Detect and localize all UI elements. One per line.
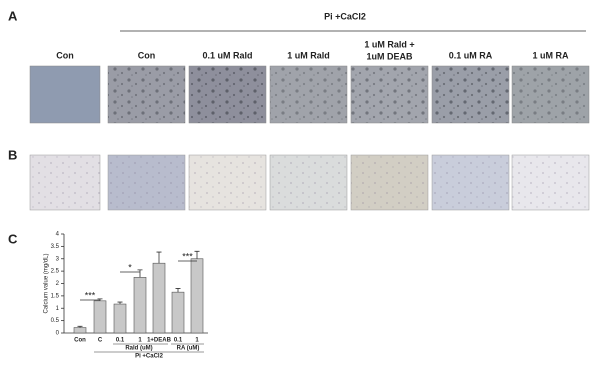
bar — [133, 277, 147, 334]
bar-chart: 0 0.5 1 1.5 2 2.5 3 3.5 4 Calcium value (mg/dL) Co… — [44, 232, 208, 360]
micrographs: Con Con 0.1 uM Rald 1 uM Rald 1 uM Rald + 1uM… — [29, 39, 590, 211]
micrograph-texture — [351, 66, 428, 123]
significance-label: *** — [182, 251, 193, 261]
x-tick-label: 1 — [138, 338, 142, 344]
error-bar — [117, 301, 123, 305]
micrograph-texture — [351, 155, 428, 210]
column-header: 1uM DEAB — [366, 51, 413, 61]
bar — [152, 262, 166, 334]
micrograph — [29, 65, 101, 124]
micrograph-texture — [108, 155, 185, 210]
micrograph-texture — [108, 66, 185, 123]
group-label: RA (uM) — [177, 346, 200, 352]
y-tick-label: 2 — [56, 281, 60, 287]
micrograph-texture — [189, 66, 266, 123]
significance-label: * — [128, 262, 132, 272]
error-bar — [137, 269, 143, 278]
micrograph-texture — [432, 66, 509, 123]
group-label: Pi +CaCl2 — [135, 354, 164, 360]
y-axis-label: Calcium value (mg/dL) — [44, 253, 50, 313]
micrograph-texture — [189, 155, 266, 210]
bar — [113, 303, 127, 334]
error-bar — [77, 325, 83, 328]
y-tick-label: 1 — [56, 306, 60, 312]
group-header: Pi +CaCl2 — [324, 11, 366, 21]
x-tick-label: 0.1 — [174, 338, 183, 344]
y-tick-label: 2.5 — [51, 269, 60, 275]
y-tick-label: 0 — [56, 331, 60, 337]
micrograph-texture — [512, 66, 589, 123]
column-header: Con — [56, 50, 74, 60]
micrograph-texture — [270, 155, 347, 210]
y-tick-label: 3.5 — [51, 244, 60, 250]
error-bar — [194, 250, 200, 259]
y-tick-label: 4 — [56, 232, 60, 238]
micrograph-texture — [512, 155, 589, 210]
bar — [73, 327, 87, 334]
bar — [190, 258, 204, 334]
y-tick-label: 3 — [56, 256, 60, 262]
bar — [171, 291, 185, 334]
x-tick-label: 1 — [195, 338, 199, 344]
x-tick-label: Con — [74, 338, 86, 344]
micrograph-texture — [432, 155, 509, 210]
error-bar — [175, 288, 181, 293]
panel-label: A — [8, 8, 18, 23]
column-header: 1 uM RA — [533, 50, 570, 60]
y-tick-label: 1.5 — [51, 293, 60, 299]
column-header: 1 uM Rald — [287, 50, 330, 60]
x-tick-label: C — [98, 338, 103, 344]
column-header: 0.1 uM RA — [449, 50, 493, 60]
micrograph-texture — [30, 155, 100, 210]
bar — [93, 300, 107, 334]
column-header: Con — [138, 50, 156, 60]
x-tick-label: 1+DEAB — [147, 338, 172, 344]
column-header: 1 uM Rald + — [364, 39, 414, 49]
y-tick-label: 0.5 — [51, 318, 60, 324]
x-tick-label: 0.1 — [116, 338, 125, 344]
panel-label: B — [8, 147, 17, 162]
micrograph-texture — [270, 66, 347, 123]
column-header: 0.1 uM Rald — [202, 50, 252, 60]
error-bar — [156, 251, 162, 264]
panel-label: C — [8, 231, 18, 246]
significance-label: *** — [85, 290, 96, 300]
group-label: Rald (uM) — [125, 346, 152, 352]
